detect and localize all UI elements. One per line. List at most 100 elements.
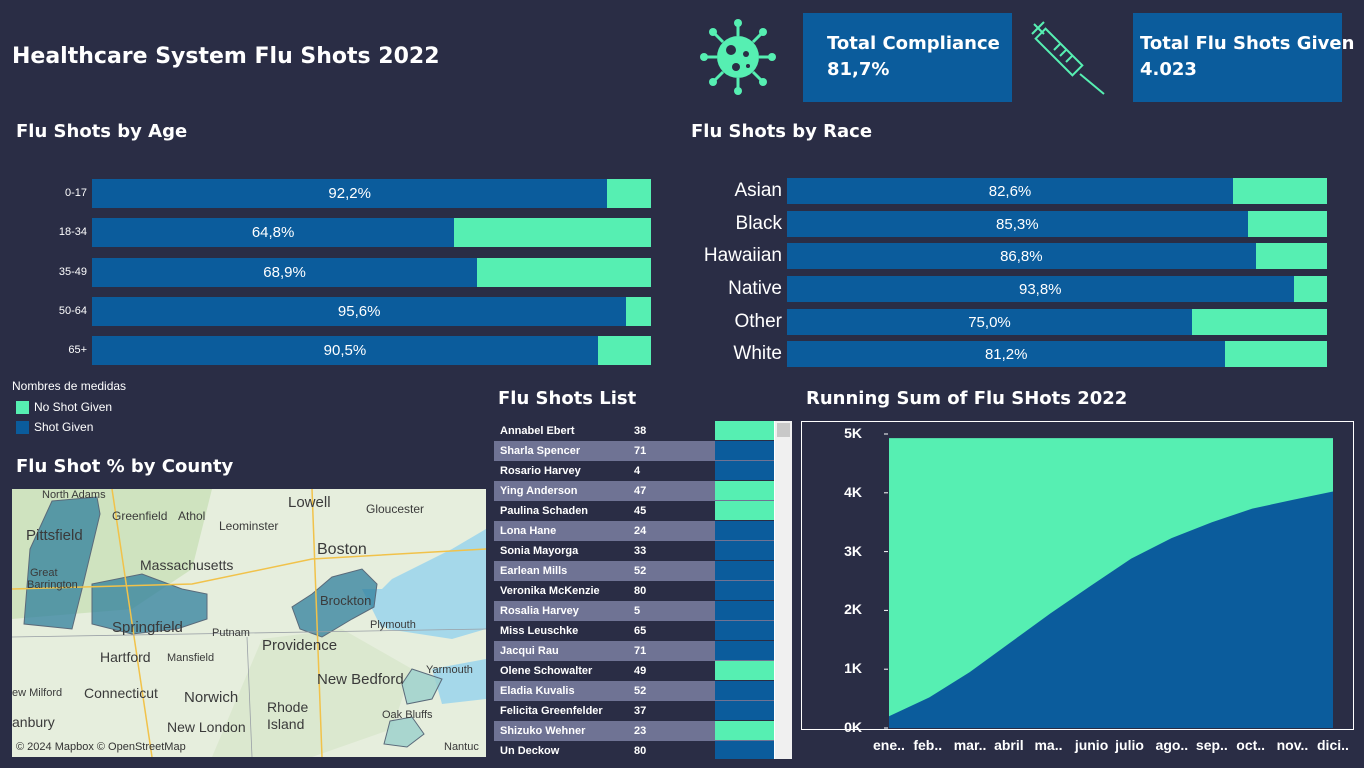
kpi-flu-shots-label: Total Flu Shots Given [1140,33,1355,54]
map-place-label: Barrington [27,579,78,591]
list-item-status-cell [715,661,774,680]
list-item-status-cell [715,541,774,560]
race-bar-no-shot [1225,341,1327,367]
legend-swatch-no-shot [16,400,29,414]
list-item-age: 4 [634,465,641,477]
list-item[interactable]: Rosario Harvey 4 [494,461,774,481]
list-item-status-cell [715,461,774,480]
race-bar-row[interactable]: 93,8% [787,276,1327,302]
scrollbar-thumb[interactable] [777,423,790,437]
race-bar-shot-given: 86,8% [787,243,1256,269]
list-item[interactable]: Un Deckow 80 [494,741,774,759]
x-tick-label: ago.. [1155,737,1189,753]
legend-label: Shot Given [34,420,94,434]
list-item-status-cell [715,681,774,700]
list-item[interactable]: Paulina Schaden 45 [494,501,774,521]
race-bar-shot-given: 75,0% [787,309,1192,335]
map-place-label: Brockton [320,593,372,608]
list-item[interactable]: Rosalia Harvey 5 [494,601,774,621]
y-tick-label: 5K [844,425,862,441]
list-item[interactable]: Earlean Mills 52 [494,561,774,581]
running-sum-area-plot [884,433,1333,729]
legend-label: No Shot Given [34,400,113,414]
list-item[interactable]: Felicita Greenfelder 37 [494,701,774,721]
list-item[interactable]: Shizuko Wehner 23 [494,721,774,741]
list-item-age: 5 [634,605,641,617]
map-attribution: © 2024 Mapbox © OpenStreetMap [16,741,186,753]
legend-item-no-shot[interactable]: No Shot Given [16,400,112,414]
age-bar-no-shot [607,179,651,208]
list-item-age: 24 [634,525,647,537]
list-item-name: Un Deckow [500,745,560,757]
age-bar-row[interactable]: 92,2% [92,179,651,208]
list-item-age: 33 [634,545,647,557]
kpi-compliance-value: 81,7% [827,59,890,80]
list-item-name: Shizuko Wehner [500,725,586,737]
list-item-age: 71 [634,645,647,657]
list-item[interactable]: Sonia Mayorga 33 [494,541,774,561]
map-place-label: Putnam [212,627,250,639]
list-item-status-cell [715,581,774,600]
list-item-age: 37 [634,705,647,717]
race-label: Other [734,311,782,332]
map-place-label: New London [167,719,246,735]
list-item[interactable]: Sharla Spencer 71 [494,441,774,461]
list-item[interactable]: Veronika McKenzie 80 [494,581,774,601]
age-bar-no-shot [597,336,651,365]
race-label: Black [735,213,782,234]
list-item[interactable]: Jacqui Rau 71 [494,641,774,661]
race-label: White [733,343,782,364]
list-item-age: 38 [634,425,647,437]
list-item-name: Sonia Mayorga [500,545,579,557]
race-bar-row[interactable]: 75,0% [787,309,1327,335]
age-section-title: Flu Shots by Age [16,121,188,142]
age-bar-shot-given: 92,2% [92,179,608,208]
list-item-status-cell [715,601,774,620]
map-place-label: Gloucester [366,502,425,516]
list-item-name: Earlean Mills [500,565,568,577]
list-scrollbar[interactable] [775,421,792,759]
list-item-status-cell [715,741,774,759]
list-item-name: Jacqui Rau [500,645,559,657]
race-bar-row[interactable]: 86,8% [787,243,1327,269]
list-item[interactable]: Olene Schowalter 49 [494,661,774,681]
age-bar-shot-given: 68,9% [92,258,478,287]
list-item-age: 23 [634,725,647,737]
list-item[interactable]: Ying Anderson 47 [494,481,774,501]
age-bar-row[interactable]: 64,8% [92,218,651,247]
race-bar-no-shot [1233,178,1327,204]
x-tick-label: abril [994,737,1024,753]
y-tick-label: 1K [844,660,862,677]
list-item-status-cell [715,641,774,660]
race-bar-row[interactable]: 85,3% [787,211,1327,237]
age-bar-row[interactable]: 68,9% [92,258,651,287]
list-item-name: Eladia Kuvalis [500,685,575,697]
county-map[interactable]: North Adams Greenfield Athol Lowell Gloucest… [12,489,486,757]
map-place-label: New Bedford [317,671,404,688]
map-place-label: ew Milford [12,687,63,699]
x-tick-label: nov.. [1276,737,1309,753]
list-item[interactable]: Eladia Kuvalis 52 [494,681,774,701]
age-bar-no-shot [626,297,651,326]
age-bar-no-shot [477,258,651,287]
list-item-age: 47 [634,485,647,497]
age-label: 35-49 [58,266,87,278]
legend-title: Nombres de medidas [12,379,127,393]
list-item[interactable]: Miss Leuschke 65 [494,621,774,641]
flu-shots-list[interactable]: Annabel Ebert 38 Sharla Spencer 71 Rosario H… [494,421,792,759]
map-place-label: Springfield [112,619,183,636]
race-bar-row[interactable]: 82,6% [787,178,1327,204]
age-bar-row[interactable]: 90,5% [92,336,651,365]
list-item-status-cell [715,721,774,740]
x-tick-label: oct.. [1236,737,1266,753]
race-bar-shot-given: 93,8% [787,276,1294,302]
list-item[interactable]: Lona Hane 24 [494,521,774,541]
list-item[interactable]: Annabel Ebert 38 [494,421,774,441]
race-bar-row[interactable]: 81,2% [787,341,1327,367]
x-tick-label: mar.. [953,737,987,753]
age-bar-row[interactable]: 95,6% [92,297,651,326]
age-label: 50-64 [58,305,87,317]
map-place-label: Plymouth [370,619,416,631]
list-item-name: Felicita Greenfelder [500,705,603,717]
legend-item-shot-given[interactable]: Shot Given [16,420,93,434]
